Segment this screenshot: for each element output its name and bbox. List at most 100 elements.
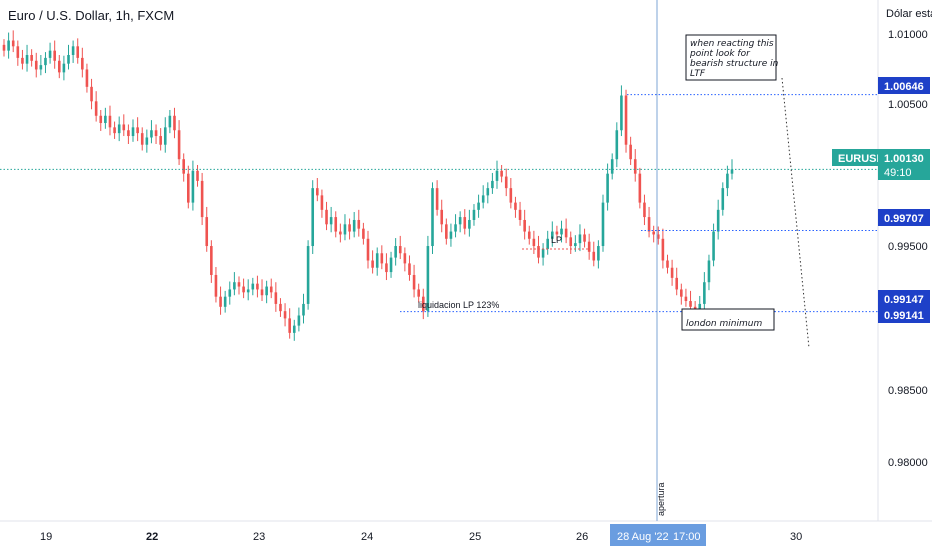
candles-group xyxy=(2,30,734,341)
note-bearish-line-2: point look for xyxy=(689,49,751,59)
candle-body xyxy=(574,243,577,247)
candle-body xyxy=(509,188,513,203)
candle-body xyxy=(329,217,333,225)
candle-body xyxy=(633,159,637,174)
candle-body xyxy=(703,282,706,304)
candle-body xyxy=(67,54,70,64)
candle-body xyxy=(620,95,623,131)
candle-body xyxy=(440,209,444,225)
candle-body xyxy=(191,170,195,203)
candle-body xyxy=(537,246,540,258)
candle-body xyxy=(421,296,425,312)
candle-body xyxy=(454,224,457,232)
candle-body xyxy=(380,253,384,264)
candle-body xyxy=(578,234,582,244)
symbol-tag-bg xyxy=(832,149,878,166)
y-tick-3: 0.99500 xyxy=(888,241,928,253)
candle-body xyxy=(491,180,494,189)
candle-body xyxy=(523,219,526,232)
candle-body xyxy=(113,127,116,134)
candle-body xyxy=(131,127,135,137)
candle-body xyxy=(726,173,729,189)
candle-body xyxy=(34,60,38,70)
candle-body xyxy=(25,54,29,64)
x-tick-22: 22 xyxy=(146,531,158,543)
candle-body xyxy=(205,217,209,247)
level-tag-4-bg xyxy=(878,306,930,323)
candle-body xyxy=(127,130,130,137)
candle-body xyxy=(297,315,301,326)
candle-body xyxy=(136,127,139,134)
candle-body xyxy=(39,65,43,70)
candle-body xyxy=(288,318,291,333)
crosshair-date: 28 Aug '22 xyxy=(617,531,669,543)
candle-body xyxy=(85,69,89,87)
candle-body xyxy=(57,60,61,73)
candle-body xyxy=(163,127,167,145)
candle-body xyxy=(104,115,107,124)
candle-body xyxy=(159,136,162,145)
crosshair-time: 17:00 xyxy=(673,531,701,543)
candle-body xyxy=(666,260,669,268)
candle-body xyxy=(122,124,126,131)
symbol-tag: EURUSD xyxy=(838,153,885,165)
candle-body xyxy=(606,173,609,203)
candle-body xyxy=(279,303,282,312)
candle-body xyxy=(721,188,725,210)
level-tag-2-bg xyxy=(878,209,930,226)
candle-body xyxy=(486,188,490,196)
candle-body xyxy=(302,303,305,316)
y-tick-2: 1.00500 xyxy=(888,99,928,111)
candle-body xyxy=(16,46,20,58)
candle-body xyxy=(546,238,549,249)
candle-body xyxy=(150,130,153,138)
candle-body xyxy=(62,63,66,73)
candle-body xyxy=(707,260,711,283)
candle-body xyxy=(339,231,342,235)
candle-body xyxy=(426,246,430,312)
candle-body xyxy=(90,86,93,102)
candle-body xyxy=(712,231,715,261)
candle-body xyxy=(601,202,605,247)
candle-body xyxy=(684,296,688,302)
candle-body xyxy=(334,217,338,232)
candle-body xyxy=(615,130,619,160)
note-london: london minimum xyxy=(686,319,762,329)
candle-body xyxy=(274,292,278,304)
x-tick-26: 26 xyxy=(576,531,588,543)
candle-body xyxy=(698,303,702,313)
candle-body xyxy=(518,209,522,220)
candle-body xyxy=(210,246,213,275)
candle-body xyxy=(643,202,646,218)
candle-body xyxy=(638,173,642,203)
candle-body xyxy=(196,170,199,181)
trend-line xyxy=(781,77,810,349)
candle-body xyxy=(316,188,319,196)
candle-body xyxy=(675,277,679,290)
candle-body xyxy=(306,246,310,304)
candle-body xyxy=(527,231,531,239)
candle-body xyxy=(108,115,112,128)
candle-body xyxy=(357,219,361,229)
candle-body xyxy=(375,253,379,268)
candle-body xyxy=(495,170,499,181)
candle-body xyxy=(343,224,347,235)
candle-body xyxy=(551,231,554,239)
note-box-bearish xyxy=(685,34,777,81)
candle-body xyxy=(154,130,158,137)
crosshair-time-tag-bg xyxy=(610,524,706,546)
candle-body xyxy=(592,251,596,261)
note-bearish-line-1: when reacting this xyxy=(690,39,774,49)
candle-body xyxy=(44,57,47,66)
candle-body xyxy=(541,248,545,258)
price-tag: 1.00130 xyxy=(884,153,924,165)
currency-label: Dólar esta xyxy=(886,8,932,20)
candle-body xyxy=(431,188,434,247)
candle-body xyxy=(569,237,573,247)
candle-body xyxy=(532,238,536,247)
candle-body xyxy=(94,101,98,116)
candle-body xyxy=(403,253,407,264)
y-tick-4: 0.98500 xyxy=(888,385,928,397)
candle-body xyxy=(398,246,402,254)
